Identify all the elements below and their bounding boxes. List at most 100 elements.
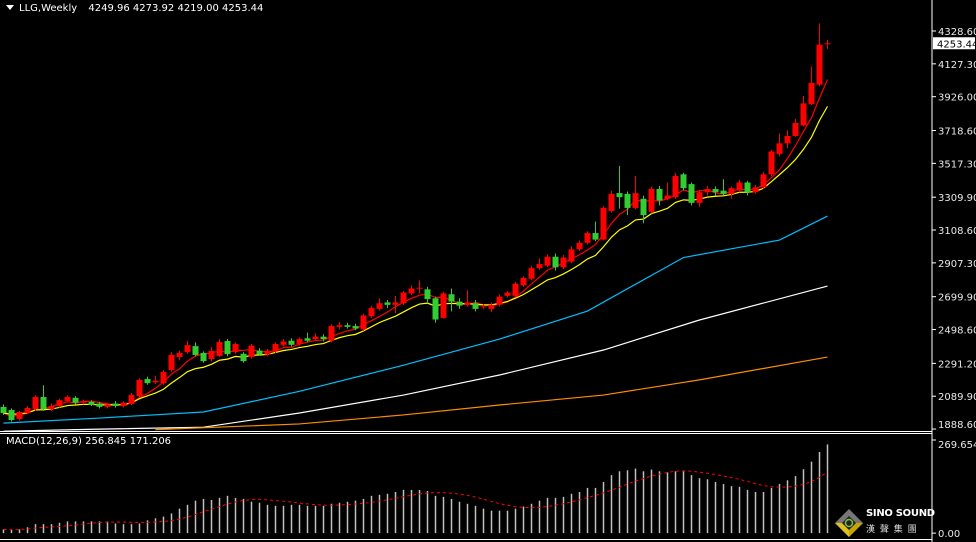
candle-body bbox=[792, 122, 799, 136]
candle-body bbox=[400, 292, 407, 304]
candle-body bbox=[8, 410, 15, 421]
candle-body bbox=[696, 192, 703, 203]
candle-body bbox=[424, 289, 431, 300]
candle-body bbox=[56, 400, 63, 406]
candle bbox=[816, 23, 823, 87]
candle bbox=[440, 291, 447, 319]
moving-average-line-4 bbox=[3, 285, 828, 432]
candle-body bbox=[624, 193, 631, 208]
candle-body bbox=[800, 103, 807, 126]
candle-body bbox=[704, 189, 711, 193]
candle bbox=[128, 392, 135, 406]
macd-tick-label: 269.654 bbox=[938, 440, 976, 451]
current-price-label: 4253.44 bbox=[937, 39, 976, 50]
price-tick-label: 3309.90 bbox=[938, 193, 976, 204]
candle bbox=[184, 340, 191, 354]
candle-body bbox=[496, 296, 503, 305]
candle bbox=[240, 352, 247, 363]
candle-body bbox=[728, 188, 735, 194]
ohlc-high: 4273.92 bbox=[132, 3, 175, 14]
candle-body bbox=[288, 340, 295, 345]
candle-body bbox=[248, 345, 255, 358]
candle-body bbox=[456, 301, 463, 306]
candle-body bbox=[560, 257, 567, 268]
candle-body bbox=[136, 379, 143, 397]
candle bbox=[688, 182, 695, 206]
candle-body bbox=[448, 294, 455, 302]
candle bbox=[160, 370, 167, 385]
candle-body bbox=[32, 397, 39, 410]
candle bbox=[768, 149, 775, 176]
candle bbox=[352, 323, 359, 331]
candle-body bbox=[512, 283, 519, 296]
macd-signal-line bbox=[3, 470, 828, 531]
candle-body bbox=[504, 292, 511, 296]
candle-body bbox=[40, 397, 47, 410]
macd-signal-value: 171.206 bbox=[129, 436, 172, 447]
candle-body bbox=[304, 338, 311, 341]
candle-body bbox=[344, 325, 351, 327]
candle bbox=[728, 186, 735, 199]
candle bbox=[720, 179, 727, 196]
candle bbox=[528, 265, 535, 281]
candle bbox=[464, 290, 471, 307]
ohlc-open: 4249.96 bbox=[88, 3, 130, 14]
candle bbox=[792, 118, 799, 137]
price-tick-label: 2291.20 bbox=[938, 359, 976, 370]
dropdown-triangle-icon[interactable] bbox=[6, 5, 14, 10]
candle bbox=[608, 190, 615, 213]
candle-body bbox=[96, 403, 103, 407]
candle-body bbox=[736, 182, 743, 191]
moving-averages bbox=[3, 79, 829, 432]
candle-body bbox=[312, 336, 319, 340]
candle-body bbox=[616, 193, 623, 198]
moving-average-line-5 bbox=[155, 356, 828, 431]
candle-body bbox=[784, 135, 791, 144]
candle bbox=[456, 298, 463, 309]
candle bbox=[416, 280, 423, 294]
price-tick-label: 3718.60 bbox=[938, 127, 976, 138]
candle-body bbox=[608, 193, 615, 212]
candle bbox=[112, 401, 119, 408]
candle bbox=[480, 304, 487, 309]
candle-body bbox=[600, 207, 607, 240]
candle-body bbox=[480, 306, 487, 308]
moving-average-line-1 bbox=[3, 79, 829, 418]
candle-body bbox=[208, 350, 215, 359]
candle-body bbox=[352, 326, 359, 329]
candle-body bbox=[16, 412, 23, 420]
macd-main-value: 256.845 bbox=[85, 436, 127, 447]
candle-body bbox=[224, 341, 231, 355]
candle-body bbox=[408, 288, 415, 294]
candle bbox=[568, 246, 575, 264]
chart-header: LLG,Weekly 4249.96 4273.92 4219.00 4253.… bbox=[6, 3, 263, 14]
candle-body bbox=[776, 143, 783, 154]
candle bbox=[88, 400, 95, 406]
candle bbox=[312, 333, 319, 341]
candle-body bbox=[264, 351, 271, 355]
candle bbox=[408, 285, 415, 296]
candle-body bbox=[104, 404, 111, 407]
candle-body bbox=[768, 151, 775, 175]
candle-body bbox=[648, 189, 655, 212]
candle bbox=[384, 299, 391, 309]
candle bbox=[144, 376, 151, 385]
candle bbox=[48, 403, 55, 411]
candle-body bbox=[88, 401, 95, 405]
candle bbox=[664, 182, 671, 201]
candle-body bbox=[752, 187, 759, 193]
candle-body bbox=[520, 277, 527, 286]
candle bbox=[704, 185, 711, 196]
diamond-logo-icon bbox=[835, 509, 863, 537]
candle bbox=[32, 395, 39, 411]
candle-body bbox=[760, 174, 767, 188]
candlesticks bbox=[0, 23, 831, 422]
candle bbox=[424, 286, 431, 304]
candle bbox=[544, 254, 551, 268]
candle bbox=[392, 295, 399, 313]
candle-body bbox=[720, 190, 727, 194]
candle bbox=[328, 324, 335, 343]
candle bbox=[360, 313, 367, 331]
candle bbox=[712, 186, 719, 196]
